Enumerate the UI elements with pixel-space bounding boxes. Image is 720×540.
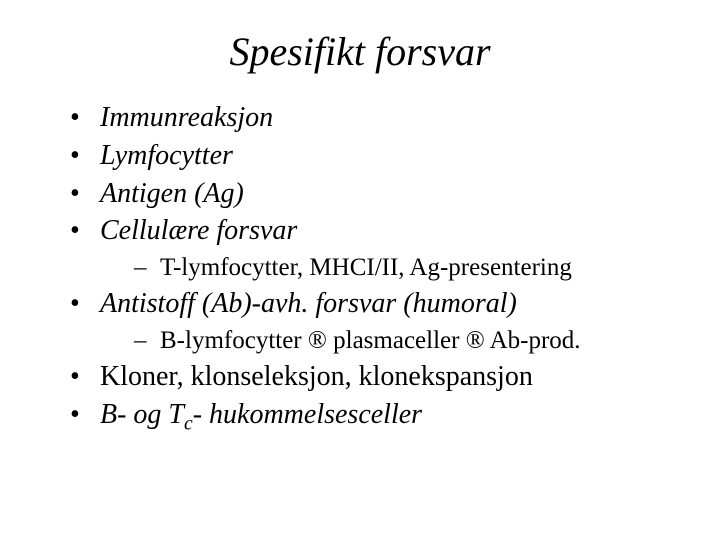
bullet-item: Antistoff (Ab)-avh. forsvar (humoral) B-…	[70, 285, 680, 358]
bullet-text: Cellulære forsvar	[100, 215, 297, 246]
bullet-text: Immunreaksjon	[100, 102, 273, 133]
arrow-icon: ®	[308, 327, 327, 354]
sub-bullet-text-part: plasmaceller	[327, 327, 466, 354]
bullet-item: B- og Tc- hukommelsesceller	[70, 396, 680, 438]
bullet-text: Antigen (Ag)	[100, 178, 244, 209]
slide: Spesifikt forsvar Immunreaksjon Lymfocyt…	[0, 0, 720, 540]
sub-bullet-item: B-lymfocytter ® plasmaceller ® Ab-prod.	[134, 323, 680, 358]
sub-bullet-item: T-lymfocytter, MHCI/II, Ag-presentering	[134, 250, 680, 285]
slide-title: Spesifikt forsvar	[40, 28, 680, 75]
bullet-item: Kloner, klonseleksjon, klonekspansjon	[70, 358, 680, 396]
bullet-item: Antigen (Ag)	[70, 175, 680, 213]
subscript: c	[184, 413, 193, 434]
bullet-text-part: - hukommelsesceller	[193, 399, 422, 430]
bullet-text: Kloner, klonseleksjon, klonekspansjon	[100, 361, 533, 392]
bullet-item: Lymfocytter	[70, 137, 680, 175]
bullet-item: Cellulære forsvar T-lymfocytter, MHCI/II…	[70, 212, 680, 285]
bullet-list: Immunreaksjon Lymfocytter Antigen (Ag) C…	[40, 99, 680, 438]
sub-bullet-text: T-lymfocytter, MHCI/II, Ag-presentering	[160, 254, 572, 281]
sub-bullet-list: B-lymfocytter ® plasmaceller ® Ab-prod.	[100, 323, 680, 358]
bullet-text: Lymfocytter	[100, 140, 233, 171]
sub-bullet-list: T-lymfocytter, MHCI/II, Ag-presentering	[100, 250, 680, 285]
bullet-item: Immunreaksjon	[70, 99, 680, 137]
bullet-text: Antistoff (Ab)-avh. forsvar (humoral)	[100, 288, 517, 319]
sub-bullet-text-part: Ab-prod.	[485, 327, 581, 354]
sub-bullet-text-part: B-lymfocytter	[160, 327, 308, 354]
bullet-text-part: B- og T	[100, 399, 184, 430]
arrow-icon: ®	[466, 327, 485, 354]
